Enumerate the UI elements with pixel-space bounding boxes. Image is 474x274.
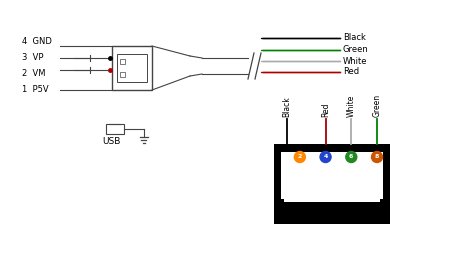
Bar bbox=[106, 124, 124, 134]
Text: 3: 3 bbox=[310, 154, 315, 160]
Text: Green: Green bbox=[343, 45, 369, 55]
Circle shape bbox=[346, 152, 357, 162]
Circle shape bbox=[372, 152, 383, 162]
Bar bbox=[112, 46, 152, 90]
Bar bbox=[120, 72, 125, 77]
Text: Black: Black bbox=[343, 33, 366, 42]
Text: 8: 8 bbox=[375, 155, 379, 159]
Text: Red: Red bbox=[321, 102, 330, 117]
Bar bbox=[274, 199, 284, 207]
Text: 4  GND: 4 GND bbox=[22, 38, 52, 47]
Bar bbox=[281, 152, 383, 202]
Circle shape bbox=[320, 152, 331, 162]
Bar bbox=[380, 199, 390, 207]
Text: White: White bbox=[347, 95, 356, 117]
Text: 6: 6 bbox=[349, 155, 354, 159]
Bar bbox=[274, 144, 390, 224]
Text: 3  VP: 3 VP bbox=[22, 53, 44, 62]
Text: Green: Green bbox=[373, 94, 382, 117]
Text: 1  P5V: 1 P5V bbox=[22, 85, 49, 95]
Text: 5: 5 bbox=[336, 154, 341, 160]
Text: 4: 4 bbox=[323, 155, 328, 159]
Text: Red: Red bbox=[343, 67, 359, 76]
Text: White: White bbox=[343, 56, 367, 65]
Text: Black: Black bbox=[283, 96, 292, 117]
Text: 1: 1 bbox=[285, 154, 289, 160]
Text: 2  VM: 2 VM bbox=[22, 70, 46, 78]
Bar bbox=[120, 59, 125, 64]
Text: 7: 7 bbox=[362, 154, 366, 160]
Text: 2: 2 bbox=[298, 155, 302, 159]
Circle shape bbox=[294, 152, 305, 162]
Text: USB: USB bbox=[102, 138, 120, 147]
Bar bbox=[321, 210, 339, 224]
Bar bbox=[117, 54, 147, 82]
